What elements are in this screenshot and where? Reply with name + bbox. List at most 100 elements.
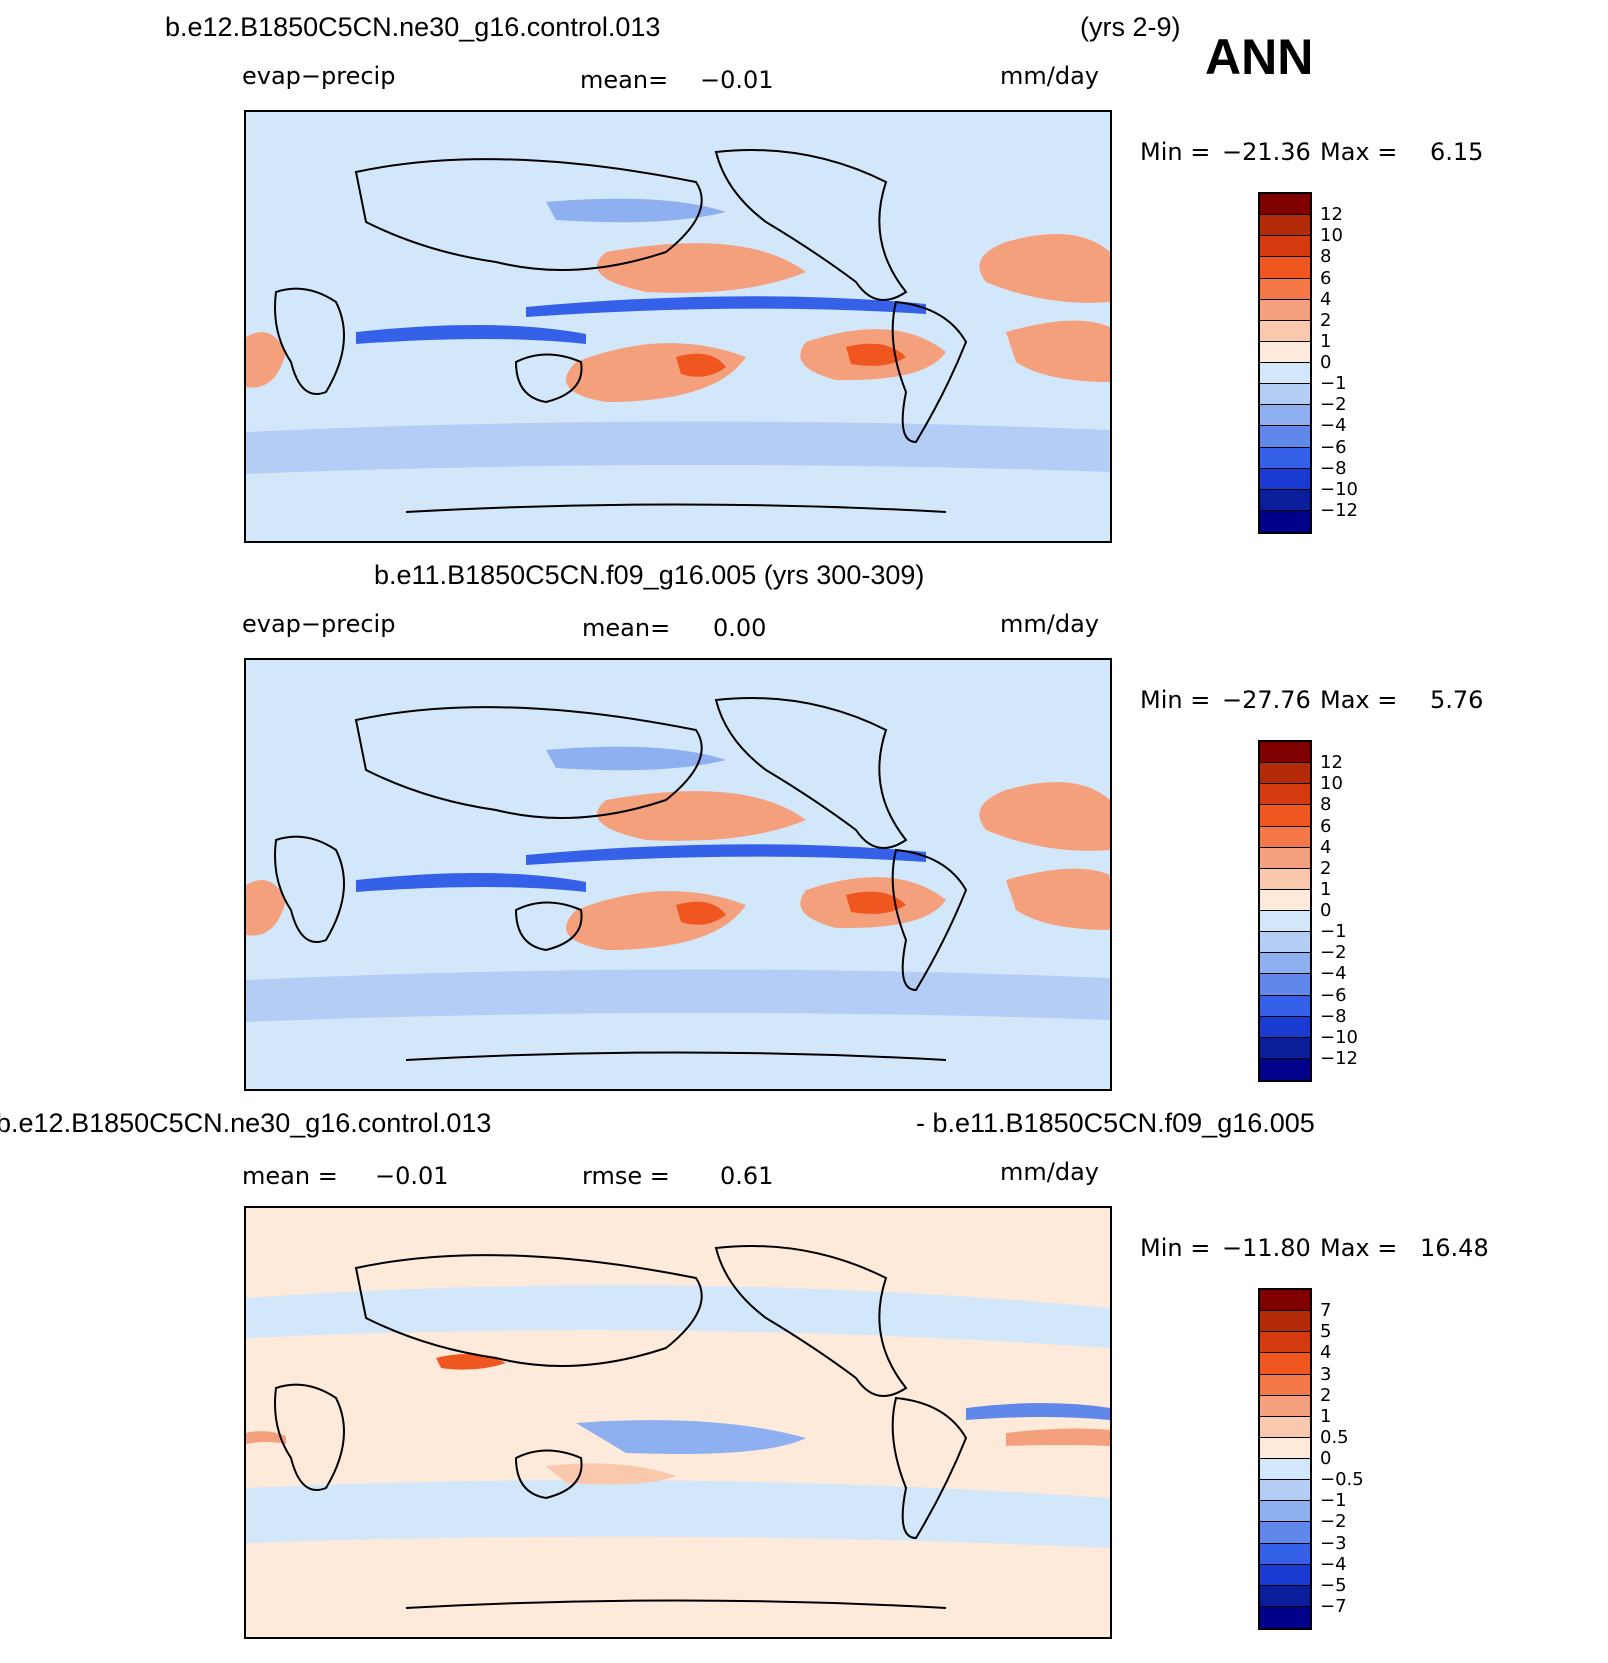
colorbar-tick-label: −1: [1320, 373, 1347, 395]
panel2-map: [244, 658, 1112, 1091]
colorbar-segment: [1260, 889, 1310, 911]
colorbar-segment: [1260, 1311, 1310, 1333]
panel2-max-value: 5.76: [1430, 686, 1484, 714]
colorbar-tick-label: 8: [1320, 246, 1332, 268]
colorbar-tick-label: −12: [1320, 1047, 1358, 1069]
colorbar-tick-label: −6: [1320, 436, 1347, 458]
panel3-title-right: - b.e11.B1850C5CN.f09_g16.005: [916, 1108, 1315, 1138]
colorbar-tick-label: 6: [1320, 815, 1332, 837]
colorbar-tick-label: 6: [1320, 267, 1332, 289]
panel3-colorbar: [1258, 1288, 1312, 1630]
panel2-min-label: Min =: [1140, 686, 1211, 714]
colorbar-segment: [1260, 1543, 1310, 1565]
panel3-title-left: b.e12.B1850C5CN.ne30_g16.control.013: [0, 1108, 492, 1138]
colorbar-segment: [1260, 1290, 1310, 1312]
colorbar-tick-label: −10: [1320, 1026, 1358, 1048]
colorbar-segment: [1260, 1480, 1310, 1502]
colorbar-tick-label: 12: [1320, 752, 1343, 774]
panel2-mean-label: mean=: [582, 614, 671, 642]
colorbar-tick-label: 4: [1320, 1342, 1332, 1364]
colorbar-segment: [1260, 974, 1310, 996]
panel1-map-field: [246, 112, 1110, 541]
colorbar-tick-label: −4: [1320, 963, 1347, 985]
case1-years: (yrs 2-9): [1080, 12, 1181, 42]
panel2-colorbar: [1258, 740, 1312, 1082]
colorbar-segment: [1260, 1332, 1310, 1354]
season-label: ANN: [1205, 29, 1314, 85]
colorbar-segment: [1260, 847, 1310, 869]
colorbar-segment: [1260, 911, 1310, 933]
panel3-units: mm/day: [1000, 1158, 1099, 1186]
case1-title: b.e12.B1850C5CN.ne30_g16.control.013: [165, 12, 661, 42]
colorbar-tick-label: −2: [1320, 942, 1347, 964]
colorbar-segment: [1260, 447, 1310, 469]
colorbar-tick-label: 4: [1320, 836, 1332, 858]
colorbar-segment: [1260, 1395, 1310, 1417]
panel2-mean-value: 0.00: [713, 614, 767, 642]
colorbar-tick-label: −1: [1320, 1490, 1347, 1512]
panel1-colorbar: [1258, 192, 1312, 534]
colorbar-segment: [1260, 405, 1310, 427]
colorbar-segment: [1260, 784, 1310, 806]
panel3-min-value: −11.80: [1222, 1234, 1311, 1262]
colorbar-segment: [1260, 932, 1310, 954]
colorbar-tick-label: −1: [1320, 921, 1347, 943]
panel3-mean-value: −0.01: [375, 1162, 449, 1190]
colorbar-segment: [1260, 341, 1310, 363]
colorbar-segment: [1260, 1501, 1310, 1523]
colorbar-tick-label: −12: [1320, 499, 1358, 521]
colorbar-tick-label: −2: [1320, 1511, 1347, 1533]
colorbar-tick-label: −10: [1320, 478, 1358, 500]
colorbar-tick-label: 2: [1320, 309, 1332, 331]
colorbar-tick-label: 0: [1320, 900, 1332, 921]
colorbar-segment: [1260, 194, 1310, 216]
panel2-min-value: −27.76: [1222, 686, 1311, 714]
colorbar-segment: [1260, 1037, 1310, 1059]
colorbar-tick-label: 10: [1320, 225, 1343, 247]
colorbar-segment: [1260, 763, 1310, 785]
colorbar-segment: [1260, 1585, 1310, 1607]
colorbar-tick-label: 0: [1320, 352, 1332, 373]
colorbar-tick-label: 4: [1320, 288, 1332, 310]
colorbar-segment: [1260, 1353, 1310, 1375]
colorbar-tick-label: 0: [1320, 1448, 1332, 1469]
colorbar-segment: [1260, 489, 1310, 511]
colorbar-segment: [1260, 510, 1310, 532]
colorbar-tick-label: −4: [1320, 415, 1347, 437]
colorbar-segment: [1260, 299, 1310, 321]
colorbar-tick-label: 1: [1320, 878, 1332, 900]
colorbar-tick-label: 8: [1320, 794, 1332, 816]
colorbar-segment: [1260, 215, 1310, 237]
panel3-max-value: 16.48: [1420, 1234, 1489, 1262]
colorbar-segment: [1260, 1459, 1310, 1481]
colorbar-tick-label: −0.5: [1320, 1469, 1364, 1491]
colorbar-segment: [1260, 1437, 1310, 1459]
colorbar-segment: [1260, 953, 1310, 975]
colorbar-tick-label: 1: [1320, 330, 1332, 352]
panel3-map-field: [246, 1208, 1110, 1637]
colorbar-segment: [1260, 320, 1310, 342]
colorbar-tick-label: 12: [1320, 204, 1343, 226]
colorbar-segment: [1260, 1564, 1310, 1586]
colorbar-segment: [1260, 1016, 1310, 1038]
colorbar-tick-label: 1: [1320, 1405, 1332, 1427]
panel2-map-field: [246, 660, 1110, 1089]
panel1-max-label: Max =: [1320, 138, 1398, 166]
panel3-max-label: Max =: [1320, 1234, 1398, 1262]
colorbar-tick-label: −3: [1320, 1532, 1347, 1554]
colorbar-segment: [1260, 826, 1310, 848]
panel2-units: mm/day: [1000, 610, 1099, 638]
colorbar-segment: [1260, 384, 1310, 406]
colorbar-segment: [1260, 236, 1310, 258]
panel3-map: [244, 1206, 1112, 1639]
colorbar-tick-label: −5: [1320, 1574, 1347, 1596]
colorbar-tick-label: −7: [1320, 1595, 1347, 1617]
panel1-mean-label: mean=: [580, 66, 669, 94]
panel3-rmse-value: 0.61: [720, 1162, 774, 1190]
colorbar-tick-label: 2: [1320, 1384, 1332, 1406]
colorbar-tick-label: 7: [1320, 1300, 1332, 1322]
panel1-min-value: −21.36: [1222, 138, 1311, 166]
colorbar-tick-label: −2: [1320, 394, 1347, 416]
panel1-max-value: 6.15: [1430, 138, 1484, 166]
panel2-max-label: Max =: [1320, 686, 1398, 714]
